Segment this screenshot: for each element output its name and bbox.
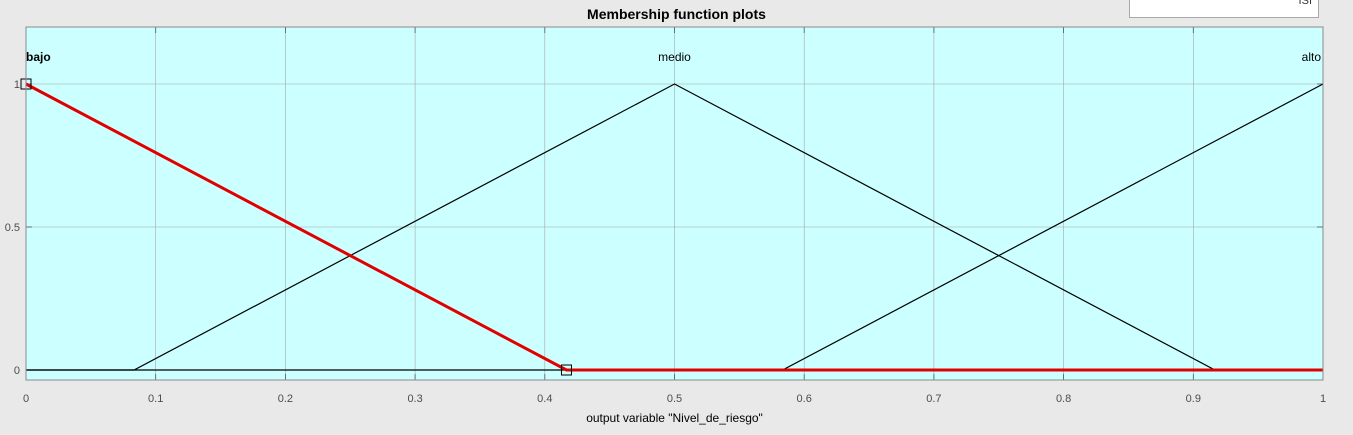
- selection-handle: [560, 364, 572, 376]
- y-tick-label: 1: [14, 79, 20, 91]
- x-tick-label: 0.7: [926, 393, 941, 405]
- mf-line-bajo: [25, 82, 1323, 372]
- x-tick-label: 0.5: [667, 393, 682, 405]
- mf-label-bajo: bajo: [26, 50, 51, 64]
- x-tick-label: 0.4: [537, 393, 552, 405]
- mf-labels: bajo medio alto: [26, 50, 1321, 64]
- plot-title: Membership function plots: [587, 6, 766, 22]
- y-tick-labels: 00.51: [5, 79, 20, 377]
- value-field[interactable]: ISI: [1129, 0, 1319, 18]
- plot-frame: [25, 26, 1324, 381]
- x-tick-label: 0.8: [1056, 393, 1071, 405]
- y-tick-label: 0: [14, 365, 20, 377]
- x-tick-label: 0.2: [278, 393, 293, 405]
- x-tick-labels: 0 0.1 0.2 0.3 0.4 0.5 0.6 0.7 0.8 0.9 1: [23, 393, 1326, 405]
- x-axis-label: output variable "Nivel_de_riesgo": [586, 411, 763, 425]
- y-tick-label: 0.5: [5, 222, 20, 234]
- x-tick-label: 0.1: [148, 393, 163, 405]
- mf-label-alto: alto: [1302, 50, 1322, 64]
- x-tick-label: 1: [1320, 393, 1326, 405]
- x-tick-label: 0.3: [407, 393, 422, 405]
- x-tick-label: 0.9: [1186, 393, 1201, 405]
- series-layer: [25, 82, 1324, 372]
- x-tick-label: 0.6: [797, 393, 812, 405]
- x-tick-label: 0: [23, 393, 29, 405]
- mf-label-medio: medio: [658, 50, 691, 64]
